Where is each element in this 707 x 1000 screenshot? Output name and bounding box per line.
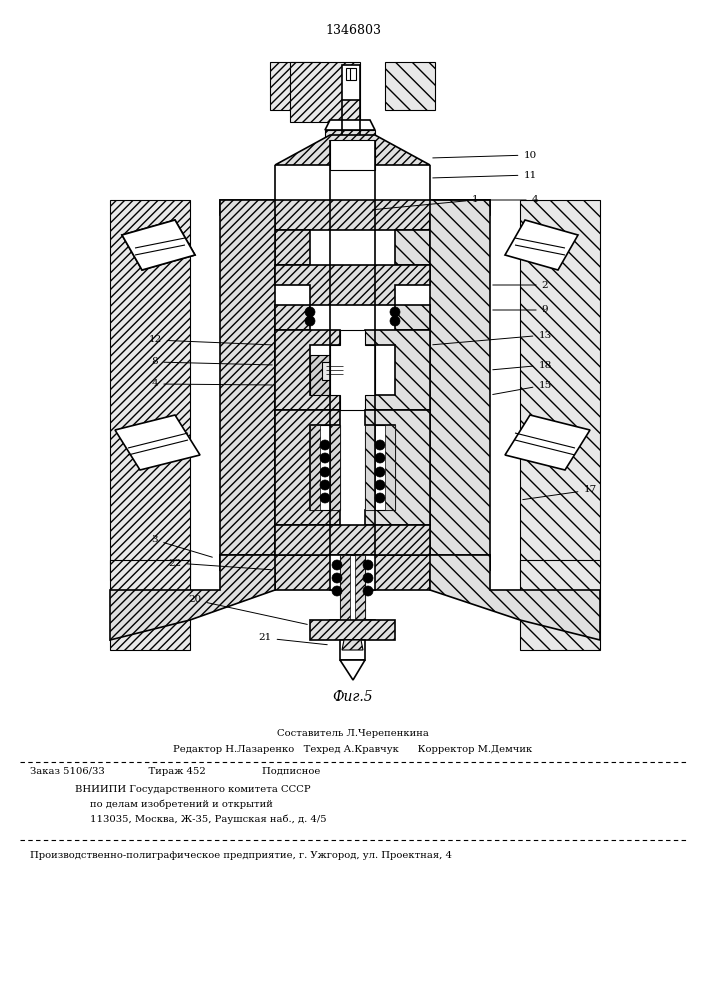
Text: 4: 4 bbox=[433, 196, 538, 205]
Circle shape bbox=[375, 480, 385, 490]
Polygon shape bbox=[355, 555, 365, 630]
Polygon shape bbox=[330, 140, 375, 170]
Polygon shape bbox=[310, 355, 340, 395]
Circle shape bbox=[363, 560, 373, 570]
Text: 15: 15 bbox=[493, 380, 551, 395]
Polygon shape bbox=[220, 200, 275, 570]
Polygon shape bbox=[290, 62, 360, 122]
Text: 10: 10 bbox=[433, 150, 537, 159]
Text: ВНИИПИ Государственного комитета СССР: ВНИИПИ Государственного комитета СССР bbox=[75, 784, 310, 794]
Circle shape bbox=[390, 316, 400, 326]
Polygon shape bbox=[340, 660, 365, 680]
Polygon shape bbox=[365, 410, 430, 525]
Polygon shape bbox=[310, 425, 340, 510]
Circle shape bbox=[332, 573, 342, 583]
Text: Заказ 5106/33              Тираж 452                  Подписное: Заказ 5106/33 Тираж 452 Подписное bbox=[30, 768, 320, 776]
Polygon shape bbox=[115, 415, 200, 470]
Circle shape bbox=[305, 316, 315, 326]
Text: 17: 17 bbox=[522, 486, 597, 500]
Text: по делам изобретений и открытий: по делам изобретений и открытий bbox=[90, 799, 273, 809]
Polygon shape bbox=[122, 220, 195, 270]
Circle shape bbox=[320, 480, 330, 490]
Circle shape bbox=[320, 493, 330, 503]
Circle shape bbox=[375, 440, 385, 450]
Text: 18: 18 bbox=[493, 360, 551, 370]
Circle shape bbox=[305, 307, 315, 317]
Text: Фиг.5: Фиг.5 bbox=[333, 690, 373, 704]
Polygon shape bbox=[365, 330, 430, 410]
Circle shape bbox=[320, 440, 330, 450]
Polygon shape bbox=[275, 410, 340, 525]
Polygon shape bbox=[365, 425, 375, 510]
Text: 12: 12 bbox=[148, 336, 272, 345]
Polygon shape bbox=[122, 220, 195, 270]
Text: Производственно-полиграфическое предприятие, г. Ужгород, ул. Проектная, 4: Производственно-полиграфическое предприя… bbox=[30, 850, 452, 859]
Polygon shape bbox=[385, 425, 395, 510]
Text: Редактор Н.Лазаренко   Техред А.Кравчук      Корректор М.Демчик: Редактор Н.Лазаренко Техред А.Кравчук Ко… bbox=[173, 746, 532, 754]
Text: 9: 9 bbox=[493, 306, 549, 314]
Circle shape bbox=[363, 586, 373, 596]
Polygon shape bbox=[325, 120, 375, 130]
Circle shape bbox=[332, 586, 342, 596]
Polygon shape bbox=[275, 305, 310, 330]
Polygon shape bbox=[346, 68, 356, 80]
Polygon shape bbox=[110, 555, 275, 640]
Polygon shape bbox=[310, 620, 395, 640]
Polygon shape bbox=[325, 130, 375, 140]
Polygon shape bbox=[395, 305, 430, 330]
Text: 1: 1 bbox=[373, 196, 479, 210]
Circle shape bbox=[320, 467, 330, 477]
Polygon shape bbox=[330, 330, 375, 410]
Polygon shape bbox=[110, 200, 190, 580]
Text: 1346803: 1346803 bbox=[325, 23, 381, 36]
Polygon shape bbox=[110, 560, 190, 650]
Polygon shape bbox=[220, 555, 490, 590]
Circle shape bbox=[375, 467, 385, 477]
Polygon shape bbox=[395, 230, 430, 265]
Polygon shape bbox=[220, 200, 490, 230]
Polygon shape bbox=[520, 200, 600, 580]
Polygon shape bbox=[340, 555, 350, 630]
Text: 113035, Москва, Ж-35, Раушская наб., д. 4/5: 113035, Москва, Ж-35, Раушская наб., д. … bbox=[90, 814, 327, 824]
Text: 13: 13 bbox=[433, 330, 551, 345]
Text: 21: 21 bbox=[258, 634, 327, 645]
Polygon shape bbox=[385, 62, 435, 110]
Polygon shape bbox=[342, 640, 363, 650]
Circle shape bbox=[320, 453, 330, 463]
Polygon shape bbox=[275, 265, 430, 305]
Polygon shape bbox=[365, 425, 395, 510]
Polygon shape bbox=[505, 220, 578, 270]
Polygon shape bbox=[275, 135, 430, 165]
Polygon shape bbox=[322, 362, 347, 380]
Polygon shape bbox=[330, 555, 375, 630]
Polygon shape bbox=[275, 330, 340, 410]
Text: 8: 8 bbox=[152, 358, 272, 366]
Polygon shape bbox=[310, 425, 320, 510]
Polygon shape bbox=[505, 415, 590, 470]
Circle shape bbox=[332, 560, 342, 570]
Circle shape bbox=[390, 307, 400, 317]
Polygon shape bbox=[340, 555, 365, 630]
Circle shape bbox=[375, 493, 385, 503]
Polygon shape bbox=[330, 425, 340, 510]
Polygon shape bbox=[275, 230, 310, 265]
Text: Составитель Л.Черепенкина: Составитель Л.Черепенкина bbox=[277, 728, 429, 738]
Polygon shape bbox=[342, 65, 360, 100]
Text: 3: 3 bbox=[152, 536, 212, 557]
Polygon shape bbox=[430, 200, 490, 570]
Text: 22: 22 bbox=[168, 558, 272, 570]
Polygon shape bbox=[270, 62, 320, 110]
Text: 11: 11 bbox=[433, 170, 537, 180]
Circle shape bbox=[375, 453, 385, 463]
Text: 2: 2 bbox=[493, 280, 549, 290]
Polygon shape bbox=[520, 560, 600, 650]
Polygon shape bbox=[275, 525, 430, 555]
Polygon shape bbox=[430, 555, 600, 640]
Text: 4: 4 bbox=[152, 379, 272, 388]
Circle shape bbox=[363, 573, 373, 583]
Text: 20: 20 bbox=[188, 595, 308, 624]
Polygon shape bbox=[340, 640, 365, 660]
